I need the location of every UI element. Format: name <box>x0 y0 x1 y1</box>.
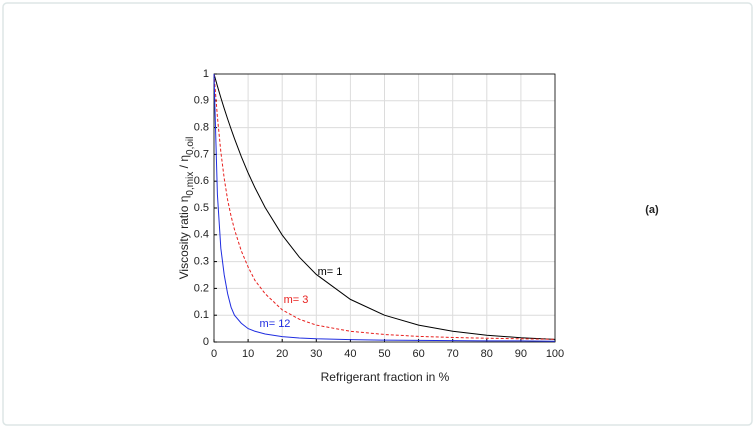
y-axis-label-part: 0,oil <box>185 137 196 155</box>
series-line <box>213 73 556 340</box>
x-tick-label: 70 <box>447 348 459 360</box>
x-tick-label: 100 <box>546 348 564 360</box>
y-tick-label: 0.6 <box>194 175 209 187</box>
y-tick-label: 0.7 <box>194 148 209 160</box>
y-tick-label: 0.5 <box>194 202 209 214</box>
y-tick-label: 0.2 <box>194 282 209 294</box>
x-tick-label: 10 <box>242 348 254 360</box>
plot-frame <box>213 73 556 343</box>
x-tick-label: 20 <box>276 348 288 360</box>
annotation: (a) <box>645 204 659 216</box>
series-line <box>213 73 556 340</box>
series-label: m= 12 <box>260 318 291 330</box>
y-tick-label: 0.8 <box>194 122 209 134</box>
x-tick-label: 80 <box>481 348 493 360</box>
y-axis-label-part: / η <box>177 155 191 172</box>
y-tick-label: 0.4 <box>194 229 209 241</box>
x-axis-label: Refrigerant fraction in % <box>321 370 450 384</box>
x-tick-label: 30 <box>310 348 322 360</box>
series-line <box>213 73 556 342</box>
y-tick-label: 0.3 <box>194 256 209 268</box>
y-axis-label: Viscosity ratio η0,mix / η0,oil <box>177 137 196 280</box>
x-tick-label: 90 <box>515 348 527 360</box>
x-tick-label: 0 <box>211 348 217 360</box>
y-tick-label: 0.9 <box>194 95 209 107</box>
y-axis-label-part: 0,mix <box>185 172 196 196</box>
x-tick-label: 50 <box>378 348 390 360</box>
x-tick-label: 60 <box>412 348 424 360</box>
y-tick-label: 0 <box>203 336 209 348</box>
y-axis-label-part: Viscosity ratio η <box>177 196 191 280</box>
series-label: m= 1 <box>318 266 343 278</box>
y-tick-label: 0.1 <box>194 309 209 321</box>
series-label: m= 3 <box>284 294 309 306</box>
y-tick-label: 1 <box>203 68 209 80</box>
x-tick-label: 40 <box>344 348 356 360</box>
